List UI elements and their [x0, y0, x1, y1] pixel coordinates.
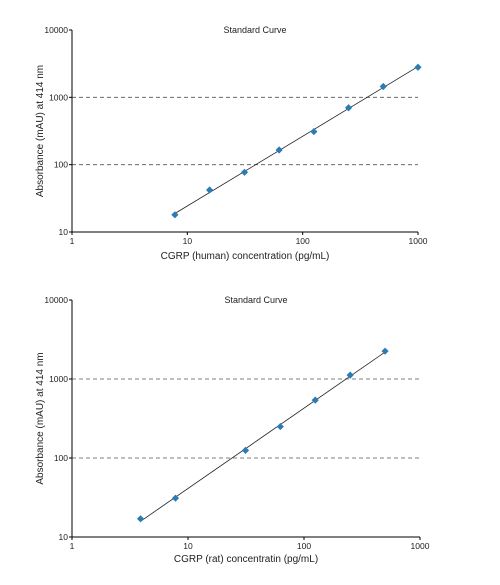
- x-tick-label: 1: [70, 541, 75, 551]
- y-tick-label: 1000: [49, 92, 68, 102]
- x-tick-label: 1000: [409, 236, 428, 246]
- y-tick-label: 10: [59, 227, 69, 237]
- y-tick-label: 100: [54, 453, 68, 463]
- data-point: [381, 347, 389, 355]
- x-axis-label: CGRP (rat) concentratin (pg/mL): [174, 554, 318, 565]
- y-tick-label: 1000: [49, 374, 68, 384]
- data-point: [240, 168, 249, 176]
- data-point: [276, 422, 284, 431]
- x-tick-label: 10: [183, 541, 193, 551]
- data-point: [136, 515, 145, 523]
- data-point: [311, 396, 319, 404]
- y-axis-label: Absorbance (mAU) at 414 nm: [35, 352, 46, 484]
- fit-line: [174, 66, 419, 214]
- x-tick-label: 1: [70, 236, 75, 246]
- x-tick-label: 100: [297, 541, 311, 551]
- y-tick-label: 100: [54, 160, 68, 170]
- y-axis-label: Absorbance (mAU) at 414 nm: [35, 65, 46, 197]
- data-point: [414, 63, 422, 71]
- x-tick-label: 10: [183, 236, 193, 246]
- data-point: [310, 127, 318, 136]
- fit-line: [140, 351, 386, 522]
- x-tick-label: 1000: [411, 541, 430, 551]
- y-tick-label: 10: [59, 532, 69, 542]
- y-tick-label: 10000: [44, 25, 68, 35]
- data-point: [344, 104, 353, 112]
- data-point: [379, 82, 387, 91]
- data-point: [275, 146, 283, 154]
- data-point: [171, 494, 180, 502]
- data-point: [171, 211, 179, 219]
- chart-title: Standard Curve: [223, 25, 286, 35]
- x-axis-label: CGRP (human) concentration (pg/mL): [161, 251, 330, 262]
- x-tick-label: 100: [296, 236, 310, 246]
- data-point: [346, 371, 354, 379]
- chart-title: Standard Curve: [224, 295, 287, 305]
- data-point: [206, 186, 214, 194]
- data-point: [241, 446, 250, 454]
- y-tick-label: 10000: [44, 295, 68, 305]
